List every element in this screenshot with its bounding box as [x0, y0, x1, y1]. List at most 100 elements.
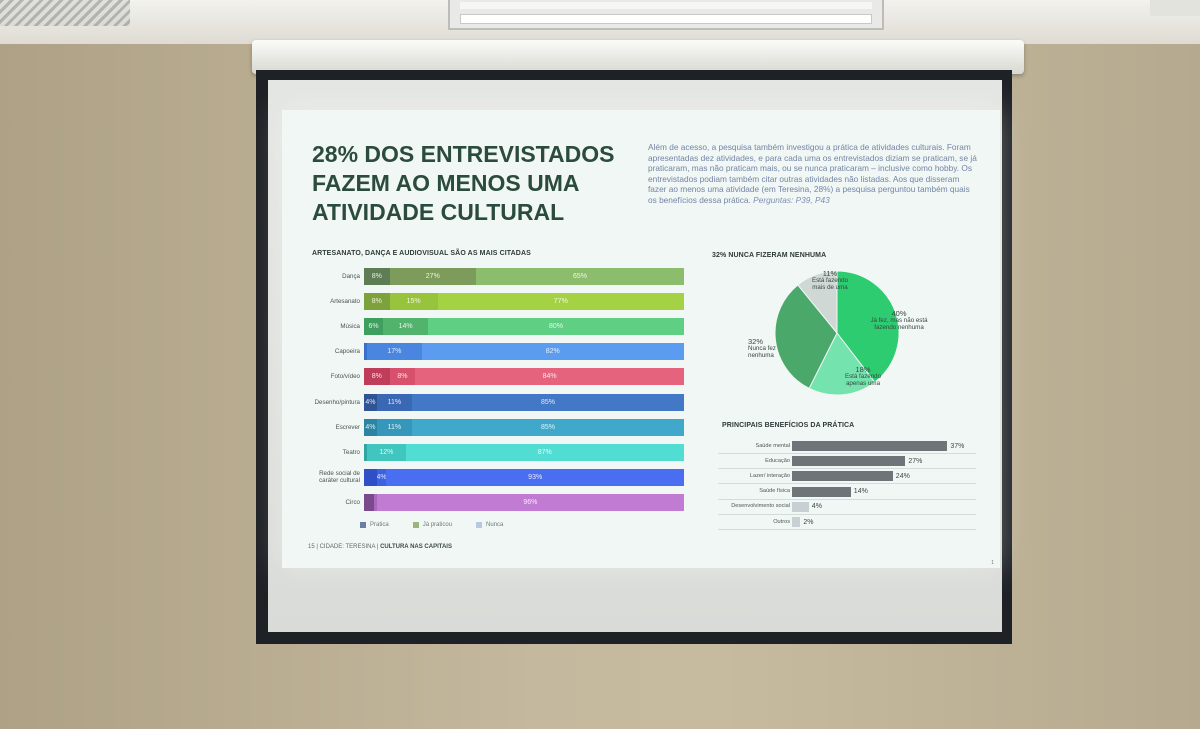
bar-segment-nunca: 84%	[415, 368, 684, 386]
bar-segment-ja-praticou: 15%	[389, 293, 438, 311]
bar-segment-pratica	[364, 443, 368, 461]
benefit-row: Educação 27%	[718, 453, 976, 470]
bar-segment-nunca: 85%	[411, 418, 684, 436]
benefit-label: Lazer/ interação	[749, 472, 790, 479]
intro-paragraph: Além de acesso, a pesquisa também invest…	[648, 142, 977, 205]
benefit-row: Saúde mental 37%	[718, 438, 976, 454]
benefit-value: 24%	[895, 472, 910, 480]
activity-row: Música 6% 14% 80%	[304, 318, 684, 336]
bar-segment-ja-praticou: 12%	[367, 443, 406, 461]
bar-segment-nunca: 96%	[376, 493, 684, 511]
pie-slice-apenas-uma	[808, 332, 876, 396]
bar-segment-pratica	[364, 493, 374, 511]
bar-segment-pratica: 4%	[364, 418, 377, 436]
legend-swatch	[412, 522, 419, 528]
activity-label: Capoeira	[334, 348, 360, 356]
bar-segment-nunca: 87%	[405, 443, 684, 461]
bar-segment-ja-praticou: 17%	[367, 343, 422, 361]
bar-segment-nunca: 85%	[411, 393, 684, 411]
slide-corner-mark: 1	[991, 560, 994, 566]
benefit-value: 2%	[803, 518, 814, 526]
benefit-label: Educação	[765, 457, 790, 464]
activity-bar: 4% 93%	[364, 468, 684, 486]
benefit-bar	[792, 517, 801, 527]
legend-label: Nunca	[486, 522, 504, 528]
legend-item: Nunca	[476, 522, 503, 528]
activity-bar: 8% 27% 65%	[364, 268, 684, 285]
bar-segment-ja-praticou: 27%	[389, 268, 476, 285]
benefit-bar	[792, 501, 809, 512]
slide-title: 28% DOS ENTREVISTADOS FAZEM AO MENOS UMA A…	[312, 140, 642, 227]
activity-bar: 4% 11% 85%	[364, 418, 684, 436]
benefit-value: 27%	[908, 457, 923, 465]
pie-label-nunca-fez: 32% Nunca fez nenhuma	[748, 337, 776, 359]
activity-label: Música	[340, 323, 360, 331]
ceiling-rim	[1150, 0, 1200, 16]
bar-segment-ja-praticou: 4%	[376, 468, 387, 486]
activity-bar: 96%	[364, 493, 684, 511]
bar-segment-ja-praticou: 8%	[389, 368, 416, 386]
activity-label: Circo	[345, 498, 360, 506]
activity-row: Teatro 12% 87%	[304, 443, 684, 461]
bar-segment-ja-praticou: 11%	[376, 393, 412, 411]
benefit-row: Outros 2%	[718, 514, 976, 530]
bar-segment-nunca: 80%	[427, 318, 684, 336]
activity-row: Artesanato 8% 15% 77%	[304, 293, 684, 311]
slide-title-line-2: FAZEM AO MENOS UMA	[312, 170, 580, 196]
benefit-bar	[792, 441, 948, 451]
pie-label-apenas-uma: 18% Está fazendo apenas uma	[844, 365, 882, 387]
footer-brand: CULTURA NAS CAPITAIS	[380, 544, 452, 550]
footer-city: CIDADE: TERESINA	[319, 544, 376, 550]
activity-label: Desenho/pintura	[314, 398, 360, 406]
activity-bar: 12% 87%	[364, 443, 684, 461]
benefit-label: Saúde física	[759, 488, 790, 495]
pie-slice-ja-fez	[836, 270, 900, 383]
activity-bar: 17% 82%	[364, 343, 684, 361]
benefit-label: Saúde mental	[755, 442, 790, 449]
bar-segment-pratica: 8%	[364, 293, 390, 311]
benefit-value: 37%	[950, 442, 965, 450]
activity-label: Dança	[342, 273, 360, 280]
ceiling-light	[448, 0, 884, 30]
benefit-label: Desenvolvimento social	[731, 503, 790, 510]
slide-title-line-3: ATIVIDADE CULTURAL	[312, 199, 565, 225]
legend-item: Já praticou	[412, 522, 453, 528]
benefit-value: 14%	[853, 488, 868, 496]
bar-segment-pratica: 4%	[364, 393, 377, 411]
activity-label: Teatro	[342, 448, 360, 456]
activities-chart-title: ARTESANATO, DANÇA E AUDIOVISUAL SÃO AS M…	[312, 250, 531, 257]
bar-segment-pratica	[364, 343, 368, 361]
legend-label: Já praticou	[422, 522, 453, 528]
slide-intro-text: Além de acesso, a pesquisa também invest…	[648, 142, 980, 206]
activity-bar: 4% 11% 85%	[364, 393, 684, 411]
legend-item: Pratica	[360, 522, 389, 528]
pie-chart-title: 32% NUNCA FIZERAM NENHUMA	[712, 252, 827, 259]
benefit-bar	[792, 486, 851, 497]
activity-bar: 8% 8% 84%	[364, 368, 684, 386]
footer-page-number: 15	[308, 544, 315, 550]
activity-row: Dança 8% 27% 65%	[304, 268, 684, 285]
activity-label: Foto/vídeo	[330, 373, 360, 381]
benefit-row: Desenvolvimento social 4%	[718, 499, 976, 515]
bar-segment-ja-praticou: 11%	[376, 418, 412, 436]
bar-segment-nunca: 65%	[475, 268, 684, 285]
slide-title-line-1: 28% DOS ENTREVISTADOS	[312, 141, 615, 167]
bar-segment-nunca: 93%	[386, 468, 684, 486]
pie-slice-nunca-fez	[774, 284, 838, 390]
activity-label: Rede social de caráter cultural	[319, 470, 360, 485]
activity-bar: 6% 14% 80%	[364, 318, 684, 336]
benefit-label: Outros	[773, 518, 790, 525]
pie-label-ja-fez: 40% Já fez, mas não está fazendo nenhuma	[870, 309, 928, 331]
legend-swatch	[360, 522, 366, 528]
benefits-chart-title: PRINCIPAIS BENEFÍCIOS DA PRÁTICA	[722, 422, 855, 429]
projector-screen-housing	[252, 40, 1024, 74]
ceiling-vent	[0, 0, 130, 26]
benefit-bar	[792, 456, 906, 467]
bar-segment-pratica: 8%	[364, 268, 390, 285]
pie-slice-mais-de-uma	[797, 270, 838, 335]
intro-questions: Perguntas: P39, P43	[753, 194, 830, 205]
bar-segment-pratica	[364, 468, 377, 486]
benefit-row: Lazer/ interação 24%	[718, 468, 976, 485]
activity-row: Escrever 4% 11% 85%	[304, 418, 684, 436]
activity-row: Desenho/pintura 4% 11% 85%	[304, 393, 684, 411]
